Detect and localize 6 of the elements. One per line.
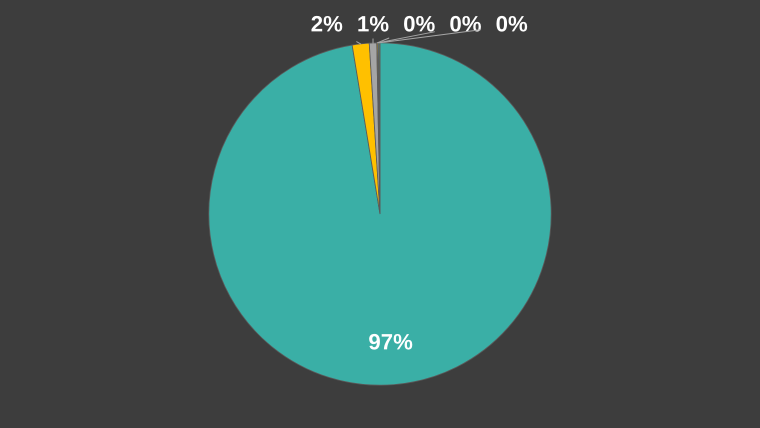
data-label: 1% bbox=[358, 16, 388, 32]
data-label: 0% bbox=[404, 16, 435, 32]
data-label: 0% bbox=[496, 16, 528, 32]
data-label: 2% bbox=[312, 16, 342, 32]
data-label: 97% bbox=[369, 334, 412, 350]
data-label: 0% bbox=[450, 16, 481, 32]
